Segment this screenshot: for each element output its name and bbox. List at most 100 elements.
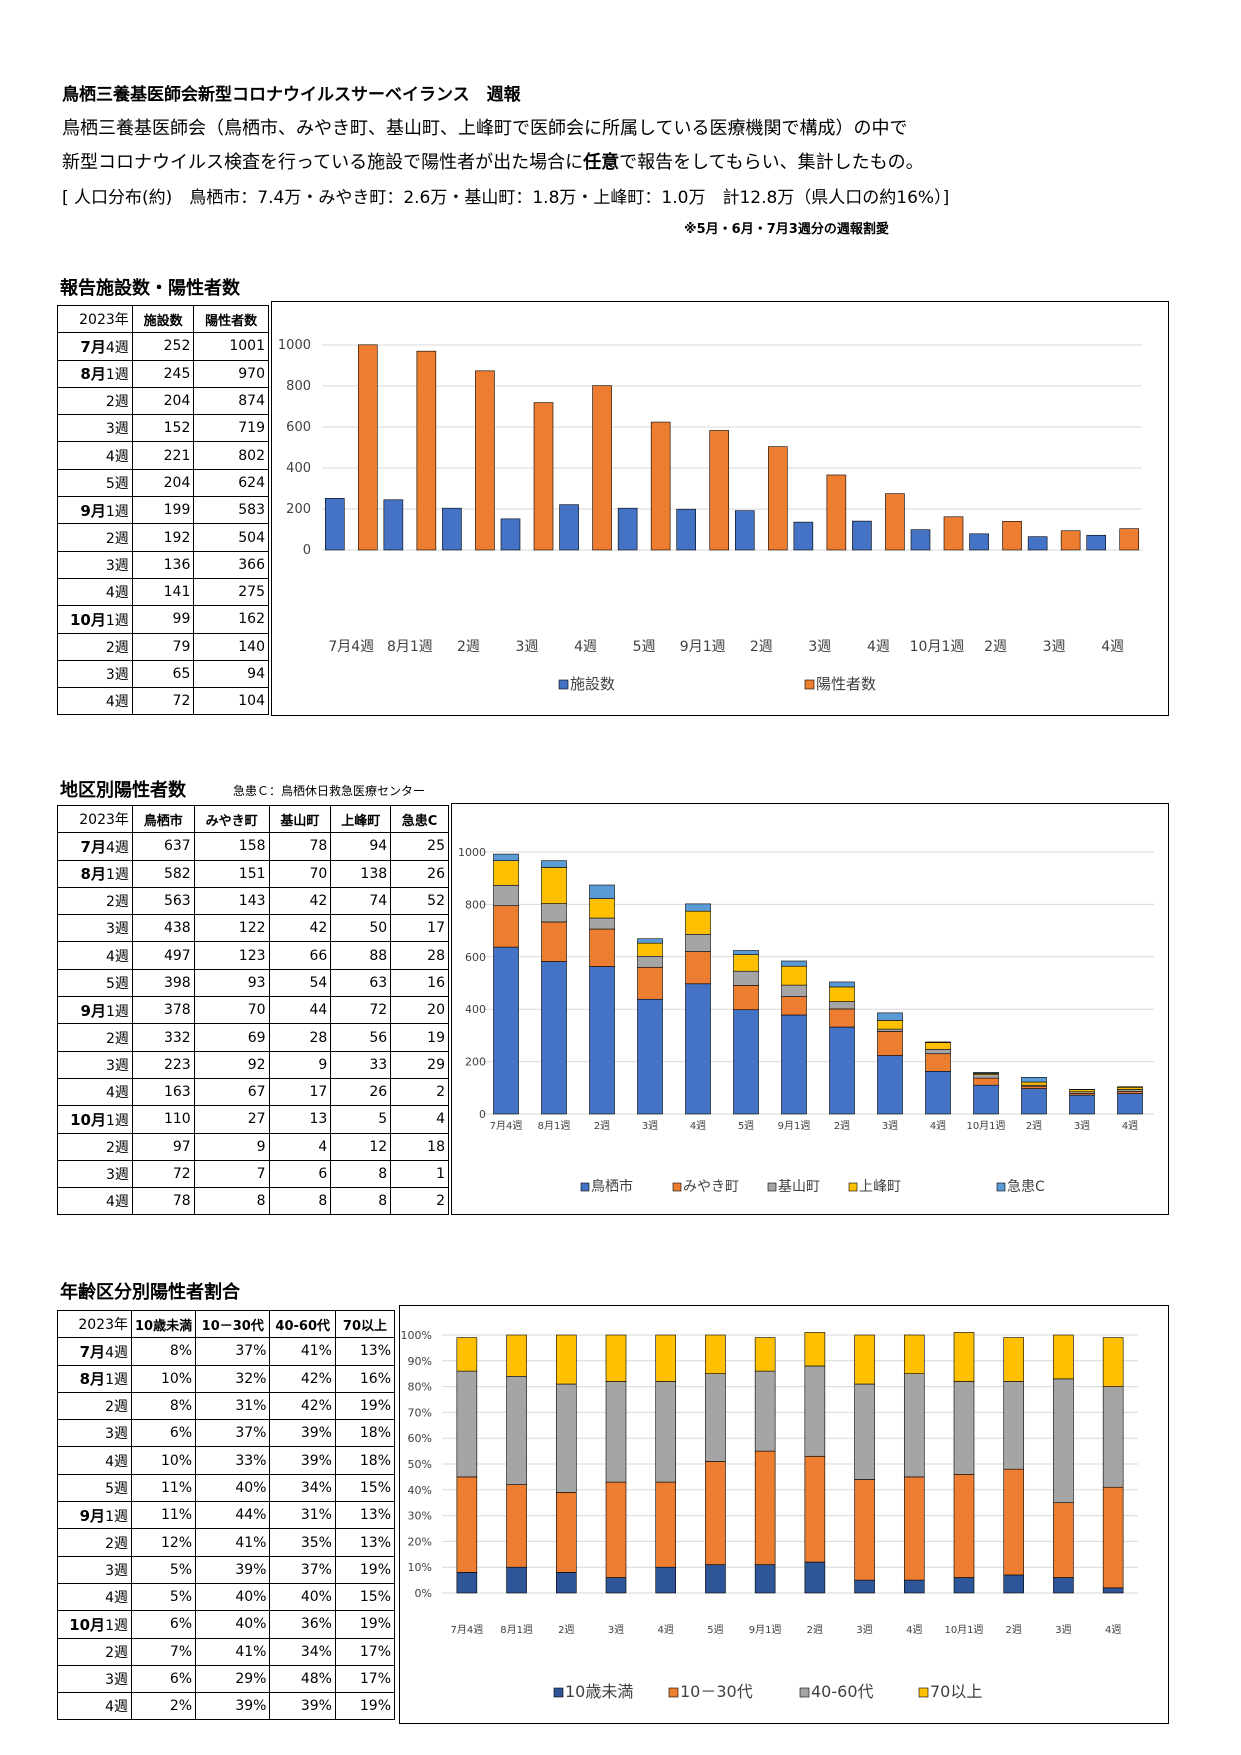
bar (709, 430, 730, 551)
table-cell: 366 (193, 550, 269, 579)
x-tick-label: 8月1週 (538, 1120, 571, 1132)
table-cell: 1001 (193, 332, 269, 361)
table-header-cell: 急患C (390, 804, 449, 834)
bar-segment (925, 1053, 951, 1072)
bar-segment (854, 1334, 875, 1385)
y-tick-label: 200 (286, 502, 311, 517)
bar-segment (877, 1012, 903, 1021)
bar-segment (733, 950, 759, 956)
week-label-cell: 5週 (57, 968, 133, 998)
bar-segment (705, 1564, 726, 1594)
table-cell: 16 (390, 968, 449, 998)
bar (826, 474, 847, 551)
bar-segment (733, 954, 759, 972)
bar-segment (637, 966, 663, 1000)
y-tick-label: 600 (465, 951, 486, 964)
bar-segment (541, 860, 567, 868)
x-tick-label: 7月4週 (328, 639, 374, 655)
legend-swatch (996, 1182, 1006, 1192)
table-cell: 637 (131, 832, 195, 861)
table-cell: 39% (195, 1692, 271, 1721)
table-cell: 66 (268, 941, 332, 970)
legend-swatch (918, 1687, 929, 1698)
table-row: 3週 72 7 6 8 1 (57, 1159, 449, 1189)
age-chart-frame: 0% 10% 20% 30% 40% 50% 60% 70% 80% 90% 100% 7月4週 8月1… (399, 1305, 1169, 1724)
table-row: 2週 8% 31% 42% 19% (57, 1391, 396, 1421)
bar (416, 350, 437, 551)
table-cell: 8% (130, 1391, 197, 1421)
table-row: 10月1週 99 162 (57, 605, 269, 634)
bar-segment (754, 1337, 776, 1372)
bar-segment (1003, 1337, 1025, 1382)
bar (1027, 536, 1048, 551)
week-label-cell: 4週 (57, 1446, 132, 1475)
table-row: 5週 204 624 (57, 468, 269, 498)
y-tick-label: 1000 (278, 338, 311, 353)
y-tick-label: 20% (408, 1535, 432, 1548)
table-cell: 504 (193, 523, 269, 552)
table-cell: 29% (195, 1664, 271, 1694)
table-cell: 19 (390, 1023, 449, 1052)
bar-segment (456, 1370, 478, 1478)
bar (324, 498, 345, 551)
week-label-cell: 4週 (57, 577, 133, 607)
x-tick-label: 8月1週 (387, 639, 433, 655)
table-cell: 50 (330, 914, 392, 943)
bar (383, 499, 404, 551)
bar-segment (506, 1566, 527, 1594)
table-cell: 99 (131, 605, 195, 634)
table-cell: 192 (131, 523, 195, 552)
bar-segment (973, 1072, 999, 1074)
table-cell: 41% (195, 1637, 271, 1666)
week-label-cell: 4週 (57, 441, 133, 470)
bar-segment (877, 1055, 903, 1115)
bar-segment (493, 946, 519, 1115)
bar (650, 421, 671, 551)
x-tick-label: 10月1週 (944, 1624, 983, 1636)
bar (676, 508, 697, 551)
table-cell: 39% (269, 1692, 336, 1721)
bar-segment (685, 983, 711, 1115)
bar (500, 518, 521, 551)
table-cell: 40% (195, 1473, 271, 1503)
table-cell: 31% (269, 1501, 336, 1530)
table-cell: 398 (131, 968, 195, 998)
bar-segment (925, 1048, 951, 1055)
table-cell: 67 (193, 1077, 270, 1107)
bar-segment (637, 942, 663, 957)
table-cell: 18% (334, 1419, 396, 1448)
bar-segment (637, 938, 663, 944)
week-label-cell: 3週 (57, 659, 133, 689)
week-label-cell: 4週 (57, 941, 133, 970)
table-row: 4週 10% 33% 39% 18% (57, 1446, 396, 1475)
bar-segment (605, 1334, 627, 1382)
table-header-cell: 施設数 (131, 304, 195, 334)
table-cell: 39% (269, 1419, 336, 1448)
y-tick-label: 40% (408, 1484, 432, 1497)
week-label-cell: 5週 (57, 468, 133, 498)
x-tick-label: 5週 (707, 1624, 723, 1636)
bar-segment (1003, 1468, 1025, 1576)
x-tick-label: 4週 (574, 639, 597, 655)
bar (1086, 534, 1107, 551)
table-cell: 31% (195, 1391, 271, 1421)
bar-segment (804, 1365, 826, 1457)
table-cell: 42% (269, 1364, 336, 1393)
week-label-cell: 3週 (57, 1664, 132, 1694)
table-cell: 8% (130, 1337, 197, 1366)
x-tick-label: 7月4週 (490, 1120, 523, 1132)
x-tick-label: 2週 (558, 1624, 574, 1636)
table-cell: 13% (334, 1337, 396, 1366)
week-label-cell: 2週 (57, 1637, 132, 1666)
table-cell: 275 (193, 577, 269, 607)
bar-segment (605, 1577, 627, 1594)
table-cell: 19% (334, 1692, 396, 1721)
table-header-cell: 10歳未満 (130, 1309, 197, 1339)
legend-label: 急患C (1007, 1179, 1045, 1195)
bar-segment (925, 1042, 951, 1050)
x-tick-label: 9月1週 (680, 639, 726, 655)
table-cell: 37% (195, 1419, 271, 1448)
table-row: 9月1週 11% 44% 31% 13% (57, 1501, 396, 1530)
table-cell: 52 (390, 886, 449, 916)
bar-segment (781, 1014, 807, 1115)
